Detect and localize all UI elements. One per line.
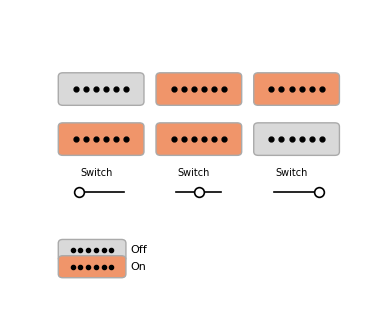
FancyBboxPatch shape [58,256,126,278]
Text: Off: Off [130,245,147,255]
FancyBboxPatch shape [156,123,242,155]
Text: On: On [130,262,146,272]
Text: Switch: Switch [275,168,308,178]
Text: Switch: Switch [80,168,113,178]
FancyBboxPatch shape [58,73,144,105]
FancyBboxPatch shape [254,73,340,105]
FancyBboxPatch shape [156,73,242,105]
FancyBboxPatch shape [254,123,340,155]
Text: Switch: Switch [178,168,210,178]
FancyBboxPatch shape [58,123,144,155]
FancyBboxPatch shape [58,240,126,262]
